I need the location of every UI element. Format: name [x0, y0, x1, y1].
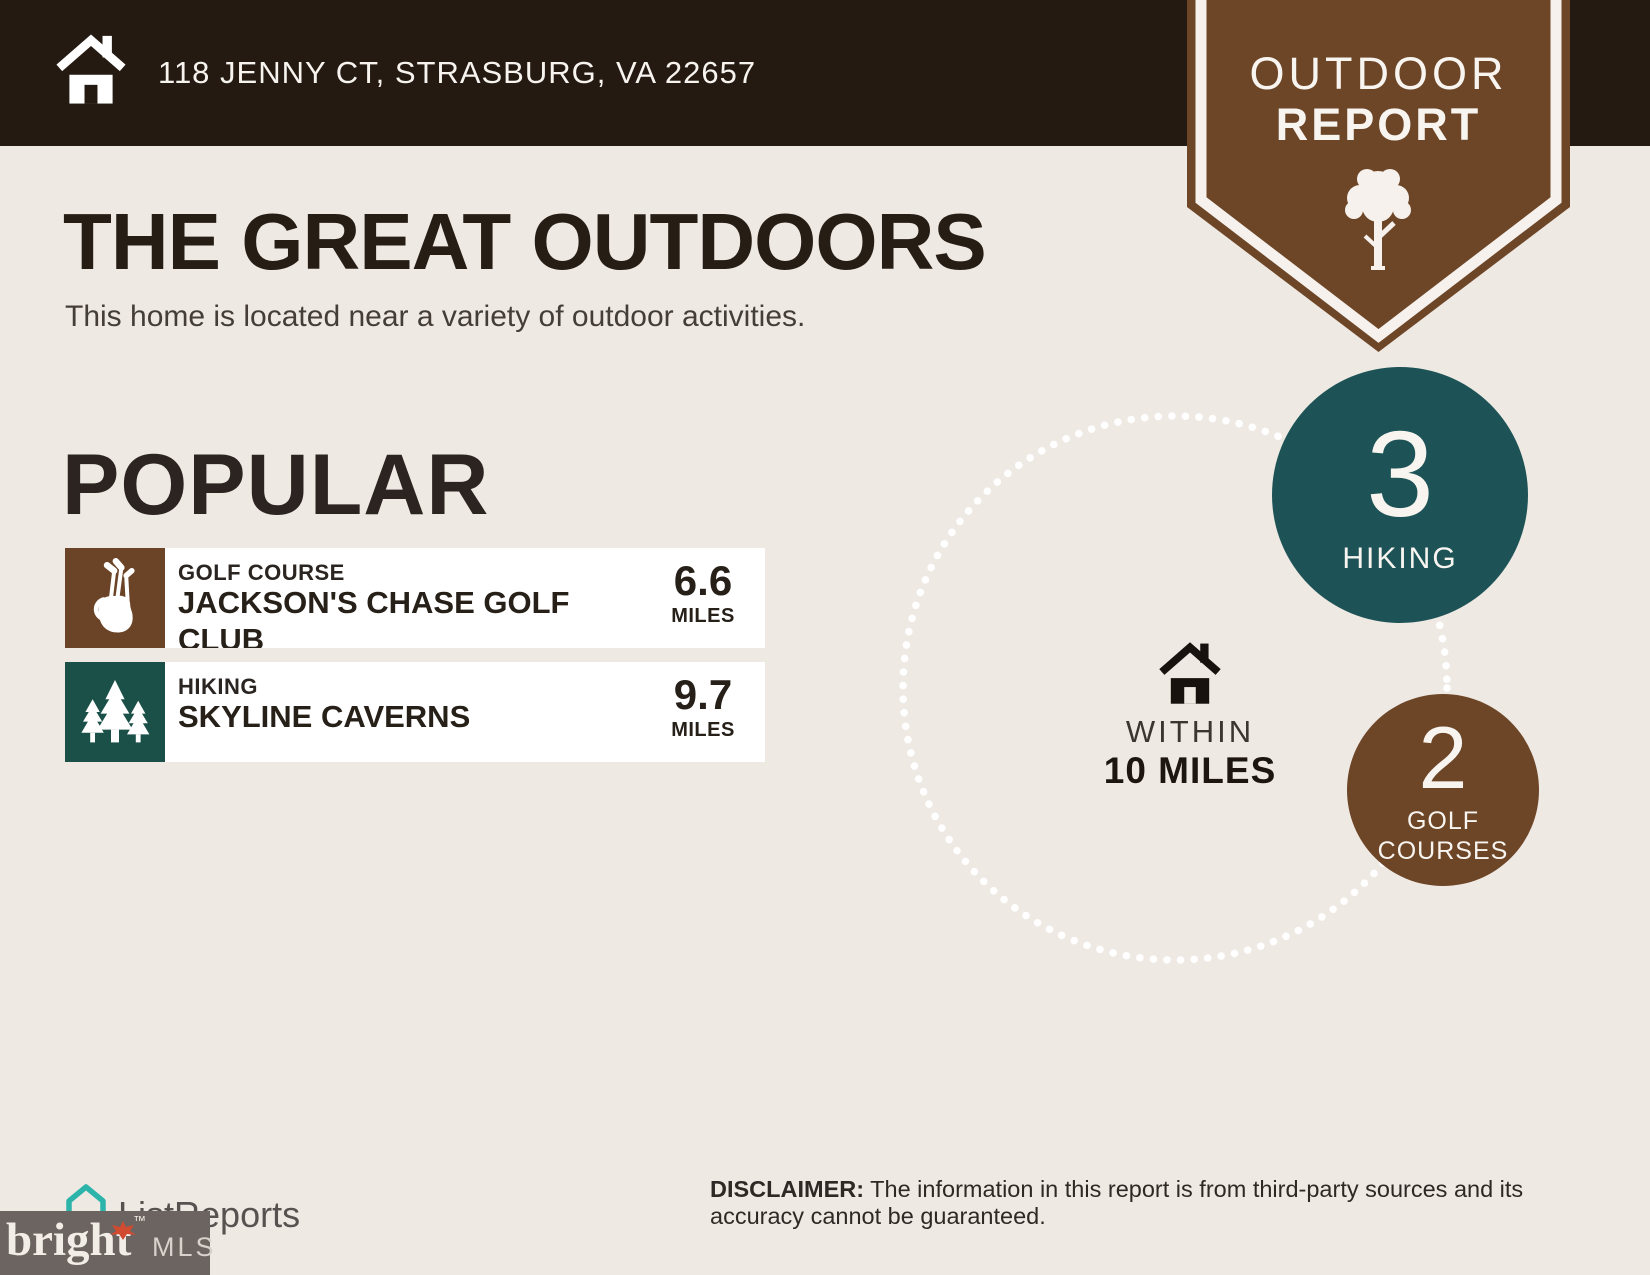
golf-category-tile	[65, 548, 165, 648]
page-subtitle: This home is located near a variety of o…	[65, 300, 806, 333]
bright-logo-word: bright	[6, 1214, 132, 1266]
property-address: 118 JENNY CT, STRASBURG, VA 22657	[158, 55, 757, 90]
bright-mls-text: MLS	[152, 1232, 217, 1262]
item-category: GOLF COURSE	[178, 560, 345, 585]
item-category: HIKING	[178, 674, 258, 699]
list-item-hiking: HIKING SKYLINE CAVERNS 9.7 MILES	[65, 662, 765, 762]
distance-unit: MILES	[671, 605, 735, 627]
dotted-radius-circle	[899, 412, 1451, 964]
bright-mls-logo	[0, 1211, 210, 1275]
distance-unit: MILES	[671, 719, 735, 741]
item-distance: 6.6 MILES	[640, 558, 765, 628]
ribbon-title-line2: REPORT	[1275, 99, 1482, 150]
house-icon	[1159, 642, 1221, 704]
disclaimer-label: DISCLAIMER:	[710, 1176, 865, 1202]
hiking-count: 3	[1366, 406, 1434, 542]
golf-count-label: GOLF COURSES	[1377, 807, 1509, 865]
golf-bag-icon	[93, 558, 135, 633]
golf-count-badge: 2 GOLF COURSES	[1347, 694, 1539, 886]
hiking-count-label: HIKING	[1342, 542, 1458, 575]
bright-leaf-icon	[110, 1221, 136, 1240]
hiking-count-badge: 3 HIKING	[1272, 367, 1528, 623]
within-label: WITHIN	[1125, 714, 1255, 749]
pine-trees-icon	[81, 680, 150, 743]
list-item-golf-course: GOLF COURSE JACKSON'S CHASE GOLF CLUB 6.…	[65, 548, 765, 648]
within-distance: 10 MILES	[1103, 750, 1277, 791]
item-name: SKYLINE CAVERNS	[178, 699, 471, 734]
golf-count: 2	[1418, 708, 1468, 807]
disclaimer-line2: accuracy cannot be guaranteed.	[710, 1203, 1046, 1229]
tree-icon	[1345, 169, 1411, 270]
distance-value: 9.7	[673, 671, 733, 718]
home-icon	[56, 34, 126, 104]
item-distance: 9.7 MILES	[640, 672, 765, 742]
popular-heading: POPULAR	[62, 437, 490, 533]
distance-value: 6.6	[673, 557, 733, 604]
ribbon-title-line1: OUTDOOR	[1249, 48, 1508, 99]
disclaimer-line1: The information in this report is from t…	[864, 1176, 1524, 1202]
bright-trademark: ™	[133, 1213, 146, 1228]
item-name: JACKSON'S CHASE GOLF CLUB	[178, 585, 570, 648]
hiking-category-tile	[65, 662, 165, 762]
disclaimer: DISCLAIMER: The information in this repo…	[710, 1176, 1523, 1230]
page-title: THE GREAT OUTDOORS	[63, 197, 987, 286]
